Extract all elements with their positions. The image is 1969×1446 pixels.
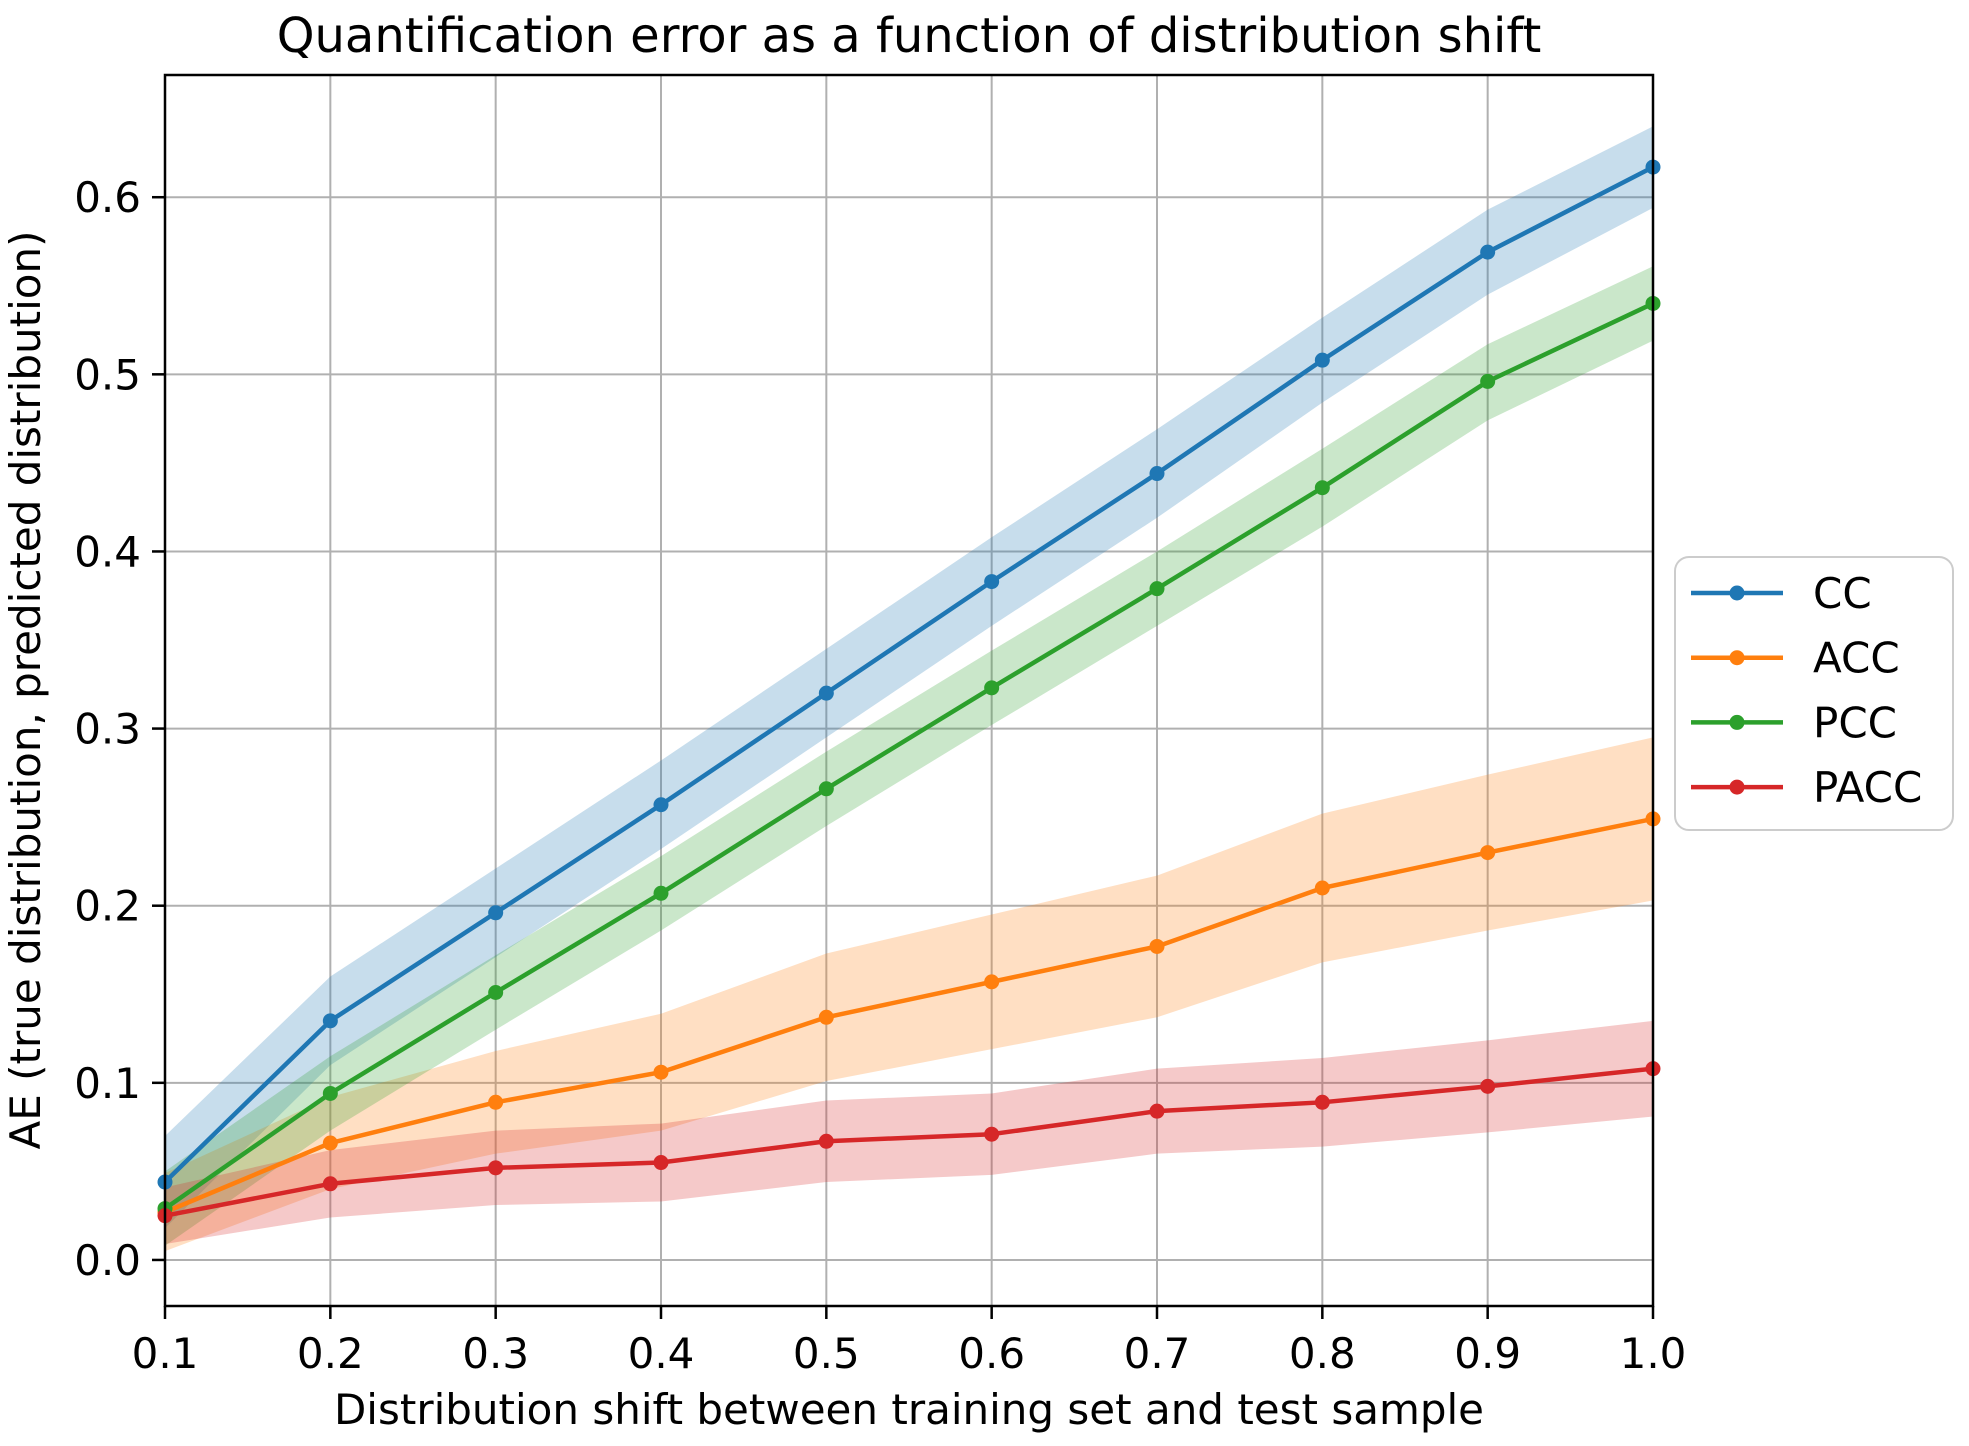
chart-title: Quantification error as a function of di… xyxy=(277,8,1542,64)
marker-ACC xyxy=(488,1094,504,1110)
marker-PCC xyxy=(1480,373,1496,389)
marker-PACC xyxy=(1314,1094,1330,1110)
marker-CC xyxy=(818,685,834,701)
y-axis-label: AE (true distribution, predicted distrib… xyxy=(1,231,50,1150)
tick-layer: 0.1 0.2 0.3 0.4 0.5 0.6 0.7 0.8 0.9 1.0 0.0 0.1 0.2 0… xyxy=(74,173,1686,1378)
marker-CC xyxy=(653,797,669,813)
marker-CC xyxy=(488,905,504,921)
marker-PCC xyxy=(984,680,1000,696)
band-CC xyxy=(165,126,1653,1229)
series-line-ACC xyxy=(164,816,1654,1215)
x-tick-label: 0.6 xyxy=(958,1329,1025,1378)
series-line-PCC xyxy=(163,301,1654,1211)
legend-marker-sample xyxy=(1729,650,1745,666)
marker-ACC xyxy=(1480,845,1496,861)
legend-marker-sample xyxy=(1729,779,1745,795)
legend-marker-sample xyxy=(1729,585,1745,601)
legend-label: PCC xyxy=(1813,698,1897,747)
x-tick-label: 0.1 xyxy=(132,1329,199,1378)
marker-CC xyxy=(1480,244,1496,260)
x-tick-label: 0.5 xyxy=(793,1329,860,1378)
marker-ACC xyxy=(1314,880,1330,896)
marker-CC xyxy=(1149,466,1165,482)
x-axis-label: Distribution shift between training set … xyxy=(334,1385,1484,1434)
plot-border xyxy=(163,73,1655,1308)
marker-PCC xyxy=(488,984,504,1000)
y-tick-label: 0.2 xyxy=(74,882,141,931)
x-tick-label: 0.4 xyxy=(628,1329,695,1378)
x-tick-label: 0.7 xyxy=(1124,1329,1191,1378)
marker-ACC xyxy=(984,974,1000,990)
marker-CC xyxy=(984,574,1000,590)
legend-box xyxy=(1674,556,1954,831)
legend-marker-sample xyxy=(1729,714,1745,730)
y-tick-label: 0.6 xyxy=(74,173,141,222)
marker-PACC xyxy=(1149,1103,1165,1119)
y-tick-label: 0.0 xyxy=(74,1236,141,1285)
marker-PCC xyxy=(818,781,834,797)
series-line-PACC xyxy=(164,1066,1654,1218)
marker-PACC xyxy=(984,1126,1000,1142)
marker-PACC xyxy=(488,1160,504,1176)
marker-CC xyxy=(322,1013,338,1029)
legend-label: PACC xyxy=(1813,763,1922,812)
legend-label: ACC xyxy=(1813,634,1900,683)
x-tick-label: 0.3 xyxy=(462,1329,529,1378)
marker-PCC xyxy=(1314,480,1330,496)
series-line-CC xyxy=(163,165,1655,1184)
marker-PCC xyxy=(322,1085,338,1101)
marker-CC xyxy=(1314,352,1330,368)
marker-ACC xyxy=(818,1009,834,1025)
y-tick-label: 0.1 xyxy=(74,1059,141,1108)
marker-PACC xyxy=(322,1176,338,1192)
marker-ACC xyxy=(322,1135,338,1151)
y-tick-label: 0.4 xyxy=(74,527,141,576)
x-tick-label: 0.8 xyxy=(1289,1329,1356,1378)
band-ACC xyxy=(165,737,1653,1252)
marker-PACC xyxy=(818,1133,834,1149)
marker-PACC xyxy=(1480,1078,1496,1094)
legend-label: CC xyxy=(1813,569,1872,618)
marker-ACC xyxy=(653,1064,669,1080)
band-PACC xyxy=(165,1020,1653,1245)
x-tick-label: 0.2 xyxy=(297,1329,364,1378)
marker-PACC xyxy=(653,1155,669,1171)
y-tick-label: 0.5 xyxy=(74,350,141,399)
line-layer xyxy=(157,159,1661,1224)
spine-layer xyxy=(163,73,1655,1308)
x-tick-label: 1.0 xyxy=(1620,1329,1687,1378)
marker-ACC xyxy=(1149,938,1165,954)
marker-PCC xyxy=(653,885,669,901)
x-tick-label: 0.9 xyxy=(1454,1329,1521,1378)
marker-PCC xyxy=(1149,581,1165,597)
y-tick-label: 0.3 xyxy=(74,705,141,754)
legend: CC ACC PCC PACC xyxy=(1674,556,1954,831)
